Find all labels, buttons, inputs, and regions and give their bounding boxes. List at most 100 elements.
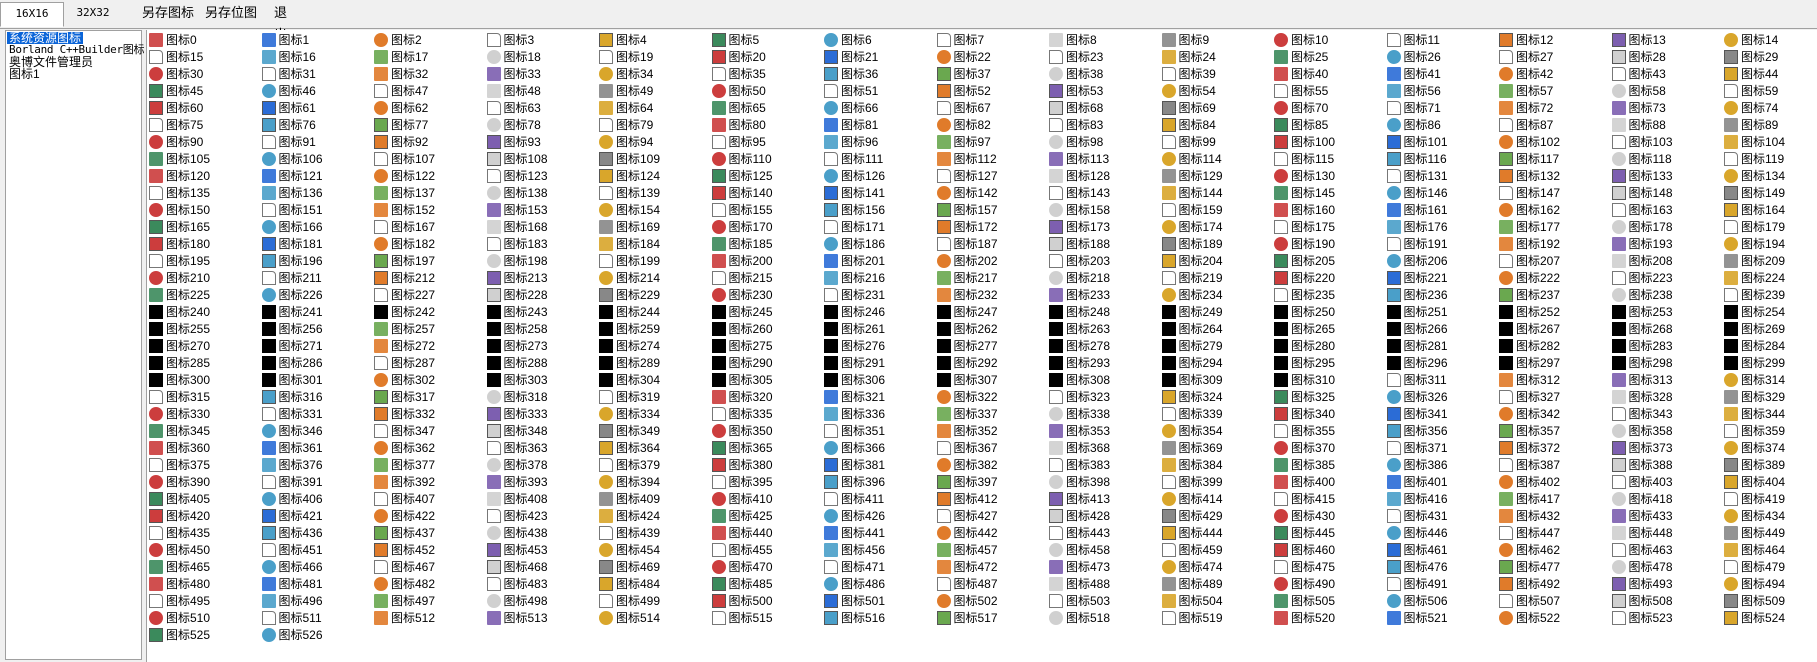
icon-glyph-icon bbox=[1611, 475, 1626, 489]
icon-label: 图标96 bbox=[841, 135, 879, 149]
icon-glyph-icon bbox=[486, 390, 501, 404]
icon-glyph-icon bbox=[1724, 220, 1738, 234]
icon-label: 图标67 bbox=[953, 101, 991, 115]
icon-glyph-icon bbox=[486, 84, 501, 98]
icon-glyph-icon bbox=[824, 288, 838, 302]
icon-label: 图标490 bbox=[1291, 577, 1336, 591]
icon-glyph-icon bbox=[374, 101, 388, 115]
icon-glyph-icon bbox=[824, 526, 838, 540]
icon-label: 图标125 bbox=[728, 169, 773, 183]
icon-glyph-icon bbox=[1724, 458, 1738, 472]
icon-glyph-icon bbox=[711, 509, 726, 523]
icon-label: 图标262 bbox=[953, 322, 998, 336]
icon-label: 图标130 bbox=[1291, 169, 1336, 183]
icon-label: 图标223 bbox=[1628, 271, 1673, 285]
icon-label: 图标305 bbox=[728, 373, 773, 387]
save-icon-button[interactable]: 另存图标 bbox=[142, 5, 195, 20]
icon-label: 图标291 bbox=[841, 356, 886, 370]
icon-label: 图标484 bbox=[616, 577, 661, 591]
icon-glyph-icon bbox=[1724, 339, 1738, 353]
icon-glyph-icon bbox=[486, 543, 501, 557]
icon-glyph-icon bbox=[1274, 237, 1288, 251]
icon-glyph-icon bbox=[1499, 424, 1513, 438]
icon-glyph-icon bbox=[599, 560, 613, 574]
icon-glyph-icon bbox=[1611, 611, 1626, 625]
icon-label: 图标404 bbox=[1741, 475, 1786, 489]
icon-label: 图标47 bbox=[391, 84, 429, 98]
icon-label: 图标121 bbox=[278, 169, 323, 183]
icon-glyph-icon bbox=[599, 220, 613, 234]
icon-label: 图标140 bbox=[728, 186, 773, 200]
icon-label: 图标265 bbox=[1291, 322, 1336, 336]
icon-label: 图标343 bbox=[1628, 407, 1673, 421]
icon-glyph-icon bbox=[486, 373, 501, 387]
source-item-borland[interactable]: Borland C++Builder图标 bbox=[9, 43, 145, 56]
icon-glyph-icon bbox=[1386, 577, 1401, 591]
icon-glyph-icon bbox=[824, 543, 838, 557]
icon-label: 图标123 bbox=[503, 169, 548, 183]
source-item-system[interactable]: 系统资源图标 bbox=[7, 31, 84, 45]
icon-glyph-icon bbox=[374, 560, 388, 574]
icon-label: 图标493 bbox=[1628, 577, 1673, 591]
icon-glyph-icon bbox=[711, 186, 726, 200]
icon-glyph-icon bbox=[261, 33, 276, 47]
exit-button[interactable]: 退出 bbox=[274, 5, 298, 42]
icon-glyph-icon bbox=[1499, 305, 1513, 319]
icon-label: 图标71 bbox=[1403, 101, 1441, 115]
icon-label: 图标8 bbox=[1066, 33, 1097, 47]
icon-label: 图标40 bbox=[1291, 67, 1329, 81]
tab-16x16[interactable]: 16X16 bbox=[0, 2, 64, 27]
icon-glyph-icon bbox=[1386, 203, 1401, 217]
icon-label: 图标391 bbox=[278, 475, 323, 489]
icon-label: 图标219 bbox=[1178, 271, 1223, 285]
icon-label: 图标4 bbox=[616, 33, 647, 47]
icon-label: 图标177 bbox=[1516, 220, 1561, 234]
icon-label: 图标323 bbox=[1066, 390, 1111, 404]
icon-label: 图标151 bbox=[278, 203, 323, 217]
icon-label: 图标83 bbox=[1066, 118, 1104, 132]
icon-label: 图标158 bbox=[1066, 203, 1111, 217]
icon-label: 图标496 bbox=[278, 594, 323, 608]
icon-label: 图标32 bbox=[391, 67, 429, 81]
icon-label: 图标192 bbox=[1516, 237, 1561, 251]
icon-glyph-icon bbox=[1161, 577, 1176, 591]
icon-glyph-icon bbox=[1611, 424, 1626, 438]
icon-label: 图标117 bbox=[1516, 152, 1560, 166]
icon-glyph-icon bbox=[711, 67, 726, 81]
icon-label: 图标256 bbox=[278, 322, 323, 336]
icon-glyph-icon bbox=[599, 577, 613, 591]
icon-glyph-icon bbox=[1724, 509, 1738, 523]
icon-glyph-icon bbox=[1724, 322, 1738, 336]
icon-glyph-icon bbox=[1161, 407, 1176, 421]
icon-label: 图标382 bbox=[953, 458, 998, 472]
icon-label: 图标74 bbox=[1741, 101, 1779, 115]
icon-label: 图标106 bbox=[278, 152, 323, 166]
source-item-icon1[interactable]: 图标1 bbox=[9, 67, 40, 81]
icon-label: 图标253 bbox=[1628, 305, 1673, 319]
icon-label: 图标512 bbox=[391, 611, 436, 625]
tab-32x32[interactable]: 32X32 bbox=[76, 6, 110, 19]
icon-glyph-icon bbox=[486, 424, 501, 438]
icon-label: 图标471 bbox=[841, 560, 886, 574]
icon-label: 图标197 bbox=[391, 254, 436, 268]
icon-label: 图标392 bbox=[391, 475, 436, 489]
icon-glyph-icon bbox=[261, 594, 276, 608]
source-item-file-manager[interactable]: 奥博文件管理员 bbox=[9, 55, 94, 69]
icon-label: 图标156 bbox=[841, 203, 886, 217]
icon-label: 图标428 bbox=[1066, 509, 1111, 523]
icon-label: 图标165 bbox=[166, 220, 211, 234]
icon-label: 图标304 bbox=[616, 373, 661, 387]
save-bitmap-button[interactable]: 另存位图 bbox=[205, 5, 258, 20]
source-list[interactable]: 系统资源图标 Borland C++Builder图标 奥博文件管理员 图标1 bbox=[5, 30, 145, 660]
icon-label: 图标441 bbox=[841, 526, 886, 540]
icon-glyph-icon bbox=[1611, 237, 1626, 251]
icon-label: 图标457 bbox=[953, 543, 998, 557]
icon-label: 图标373 bbox=[1628, 441, 1673, 455]
icon-glyph-icon bbox=[1386, 152, 1401, 166]
icon-glyph-icon bbox=[1499, 288, 1513, 302]
icon-label: 图标129 bbox=[1178, 169, 1223, 183]
icon-glyph-icon bbox=[936, 322, 951, 336]
icon-label: 图标214 bbox=[616, 271, 661, 285]
icon-label: 图标504 bbox=[1178, 594, 1223, 608]
icon-label: 图标328 bbox=[1628, 390, 1673, 404]
